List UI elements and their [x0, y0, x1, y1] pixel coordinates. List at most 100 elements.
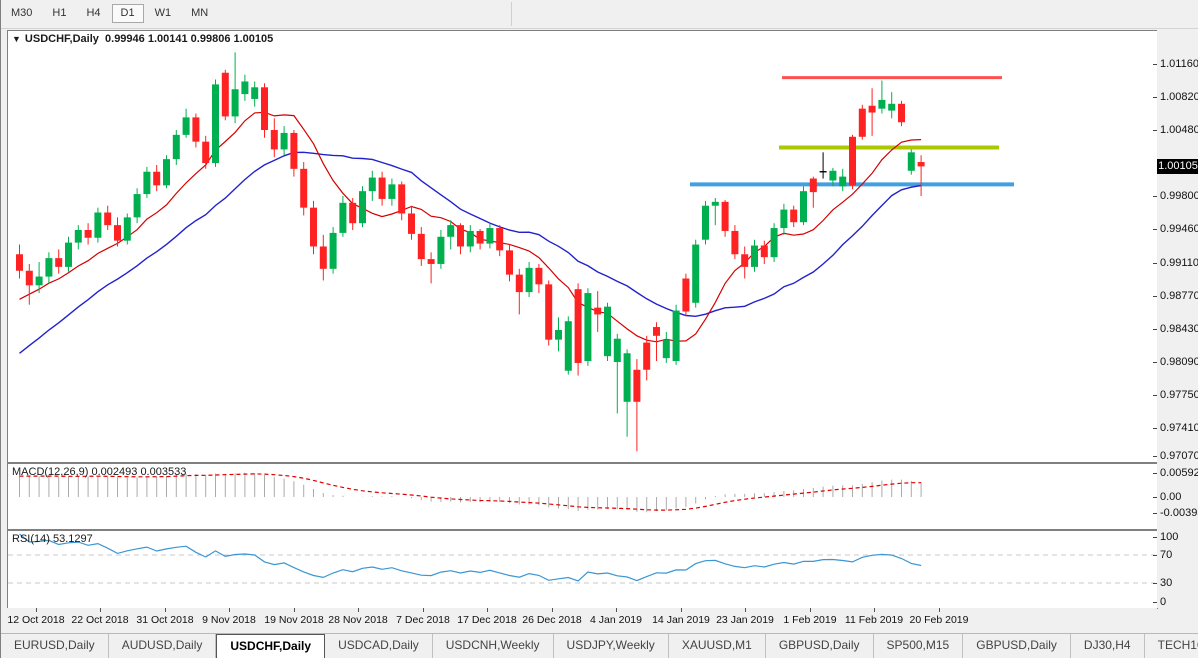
candle — [466, 225, 474, 253]
date-label: 17 Dec 2018 — [457, 614, 517, 626]
price-axis-label: 0.98430 — [1160, 322, 1198, 335]
axis-tick — [1153, 456, 1157, 457]
tab-dj30-h4[interactable]: DJ30,H4 — [1071, 634, 1145, 658]
tab-usdcad-daily[interactable]: USDCAD,Daily — [325, 634, 433, 658]
candle-body — [231, 89, 239, 117]
candle-body — [643, 342, 651, 370]
macd-panel[interactable]: MACD(12,26,9) 0.002493 0.003533 — [7, 463, 1158, 530]
rsi-axis-label: 70 — [1160, 549, 1173, 561]
candle — [711, 197, 719, 226]
axis-tick — [1153, 262, 1157, 264]
timeframe-button-h1[interactable]: H1 — [52, 7, 67, 19]
candle — [300, 162, 308, 216]
candle-body — [633, 369, 641, 402]
candle-body — [339, 202, 347, 233]
legend-low: 0.99806 — [190, 33, 231, 45]
macd-signal-value: 0.003533 — [140, 466, 187, 478]
candle-body — [359, 191, 366, 224]
main-chart-panel[interactable]: ▼ USDCHF,Daily 0.99946 1.00141 0.99806 1.… — [7, 30, 1158, 463]
candle-body — [868, 105, 876, 113]
date-tick — [681, 608, 682, 612]
main-chart-canvas[interactable] — [8, 31, 1155, 460]
timeframe-button-mn[interactable]: MN — [191, 7, 209, 19]
candle — [790, 205, 798, 228]
macd-main-value: 0.002493 — [91, 466, 138, 478]
rsi-panel[interactable]: RSI(14) 53.1297 — [7, 530, 1158, 609]
chevron-down-icon: ▼ — [12, 34, 21, 44]
tab-tech10[interactable]: TECH10 — [1145, 634, 1198, 658]
candle — [751, 239, 758, 272]
candle-body — [535, 267, 543, 285]
tab-sp500-m15[interactable]: SP500,M15 — [874, 634, 964, 658]
candle — [584, 288, 592, 366]
legend-open: 0.99946 — [105, 33, 145, 45]
date-label: 26 Dec 2018 — [522, 614, 582, 626]
candle-body — [604, 306, 611, 357]
candle-body — [613, 338, 621, 362]
candle — [594, 291, 602, 332]
candle — [849, 134, 856, 190]
tab-eurusd-daily[interactable]: EURUSD,Daily — [1, 634, 109, 658]
candle-body — [800, 191, 807, 223]
candle-body — [907, 152, 915, 171]
date-label: 4 Jan 2019 — [590, 614, 642, 626]
candle — [35, 262, 43, 294]
candle — [319, 234, 327, 281]
candle — [427, 252, 435, 284]
candle-body — [564, 321, 572, 371]
tab-audusd-daily[interactable]: AUDUSD,Daily — [109, 634, 217, 658]
timeframe-button-m30[interactable]: M30 — [11, 7, 33, 19]
candle-body — [55, 258, 63, 267]
candle-body — [809, 178, 817, 193]
tab-gbpusd-daily[interactable]: GBPUSD,Daily — [766, 634, 874, 658]
candle-body — [858, 108, 866, 137]
candle-body — [133, 194, 141, 218]
macd-canvas[interactable] — [8, 464, 1155, 527]
candle-body — [202, 141, 210, 164]
tab-xauusd-m1[interactable]: XAUUSD,M1 — [669, 634, 766, 658]
candle-body — [545, 284, 553, 340]
date-tick — [874, 608, 875, 612]
candle-body — [692, 244, 700, 303]
timeframe-toolbar: M30 H1 H4 D1 W1 MN — [1, 0, 1198, 29]
timeframe-button-d1[interactable]: D1 — [111, 4, 144, 23]
candle-body — [280, 132, 288, 150]
timeframe-button-h4[interactable]: H4 — [86, 7, 101, 19]
timeframe-button-w1[interactable]: W1 — [154, 7, 172, 19]
date-tick — [616, 608, 617, 612]
tab-usdchf-daily[interactable]: USDCHF,Daily — [216, 634, 326, 658]
price-axis: 1.01160 1.00820 1.00480 0.99800 0.99460 0.991… — [1153, 30, 1198, 608]
candle — [800, 186, 807, 226]
candle-body — [94, 212, 102, 238]
candle — [888, 92, 896, 119]
axis-tick — [1153, 295, 1157, 297]
candle-body — [290, 132, 298, 169]
candle-body — [437, 236, 445, 264]
price-axis-label: 0.99110 — [1160, 256, 1198, 269]
tab-gbpusd-daily[interactable]: GBPUSD,Daily — [963, 634, 1071, 658]
candle — [94, 207, 102, 243]
candle-body — [751, 245, 758, 267]
candle-body — [888, 103, 896, 111]
macd-name: MACD(12,26,9) — [12, 466, 89, 478]
candle-body — [378, 177, 386, 199]
rsi-axis-label: 30 — [1160, 577, 1173, 589]
axis-tick — [1153, 602, 1157, 603]
candle — [858, 104, 866, 140]
candle-body — [702, 205, 709, 240]
candle-body — [682, 278, 690, 312]
candle-body — [270, 130, 278, 150]
candle — [780, 203, 788, 235]
macd-signal-line — [19, 473, 922, 511]
candle — [662, 331, 670, 363]
rsi-canvas[interactable] — [8, 531, 1155, 606]
candle — [270, 118, 278, 158]
tab-usdjpy-weekly[interactable]: USDJPY,Weekly — [554, 634, 669, 658]
rsi-axis-label: 0 — [1160, 596, 1167, 608]
candle-body — [829, 170, 837, 181]
candle — [349, 197, 357, 230]
candle — [486, 223, 494, 249]
tab-usdcnh-weekly[interactable]: USDCNH,Weekly — [433, 634, 554, 658]
date-label: 31 Oct 2018 — [136, 614, 194, 626]
date-label: 1 Feb 2019 — [783, 614, 837, 626]
